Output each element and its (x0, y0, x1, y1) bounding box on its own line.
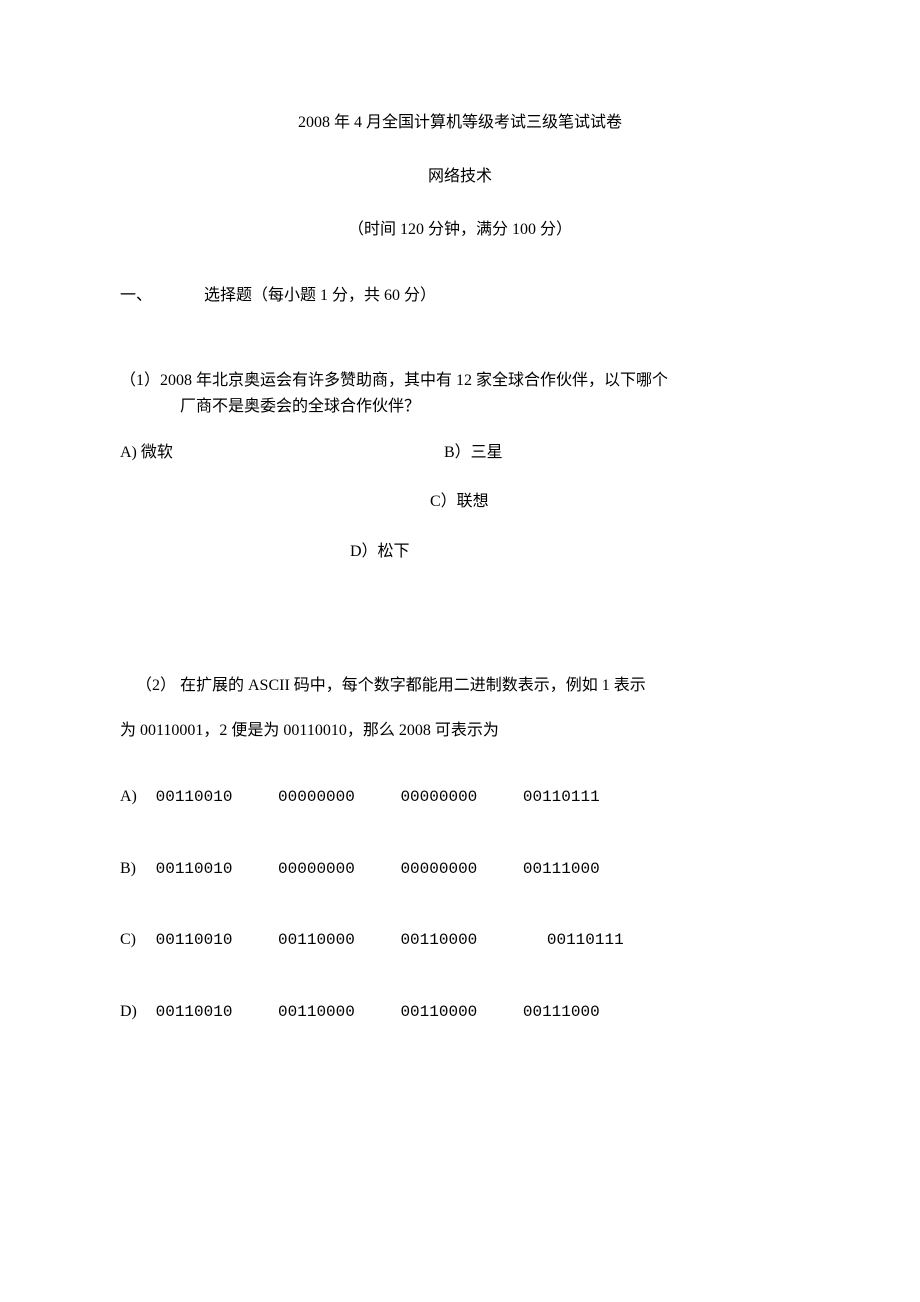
q2-d-g3: 00110000 (400, 1000, 477, 1026)
q2-a-g3: 00000000 (400, 785, 477, 811)
time-info: （时间 120 分钟，满分 100 分） (120, 217, 800, 243)
q2-b-g3: 00000000 (400, 857, 477, 883)
q1-option-b: B）三星 (444, 444, 503, 461)
q2-b-g4: 00111000 (523, 857, 600, 883)
question-1-text: （1）2008 年北京奥运会有许多赞助商，其中有 12 家全球合作伙伴，以下哪个… (120, 368, 800, 419)
q2-a-label: A) (120, 784, 146, 810)
q2-a-g4: 00110111 (523, 785, 600, 811)
q2-option-b: B) 00110010 00000000 00000000 00111000 (120, 856, 800, 883)
q1-option-a: A) 微软 (120, 440, 440, 466)
q2-c-g1: 00110010 (156, 928, 233, 954)
section-label: 选择题（每小题 1 分，共 60 分） (204, 287, 436, 304)
q2-c-g2: 00110000 (278, 928, 355, 954)
q2-line1: （2） 在扩展的 ASCII 码中，每个数字都能用二进制数表示，例如 1 表示 (120, 664, 800, 709)
q2-d-g2: 00110000 (278, 1000, 355, 1026)
q1-option-d: D）松下 (120, 539, 800, 565)
q1-options-row1: A) 微软 B）三星 (120, 440, 800, 466)
q1-line2: 厂商不是奥委会的全球合作伙伴？ (120, 394, 800, 420)
q2-d-label: D) (120, 999, 146, 1025)
q2-d-g4: 00111000 (523, 1000, 600, 1026)
question-2-text: （2） 在扩展的 ASCII 码中，每个数字都能用二进制数表示，例如 1 表示 … (120, 664, 800, 754)
q2-a-g2: 00000000 (278, 785, 355, 811)
exam-title: 2008 年 4 月全国计算机等级考试三级笔试试卷 (120, 110, 800, 136)
q2-c-g3: 00110000 (400, 928, 477, 954)
exam-subtitle: 网络技术 (120, 164, 800, 190)
q2-line2: 为 00110001，2 便是为 00110010，那么 2008 可表示为 (120, 709, 800, 754)
section-header: 一、 选择题（每小题 1 分，共 60 分） (120, 283, 800, 309)
q2-option-a: A) 00110010 00000000 00000000 00110111 (120, 784, 800, 811)
q1-line1: （1）2008 年北京奥运会有许多赞助商，其中有 12 家全球合作伙伴，以下哪个 (120, 368, 800, 394)
q2-c-label: C) (120, 927, 146, 953)
q2-d-g1: 00110010 (156, 1000, 233, 1026)
question-1: （1）2008 年北京奥运会有许多赞助商，其中有 12 家全球合作伙伴，以下哪个… (120, 368, 800, 564)
q1-option-c: C）联想 (120, 489, 800, 515)
q2-b-label: B) (120, 856, 146, 882)
q2-b-g2: 00000000 (278, 857, 355, 883)
q2-option-d: D) 00110010 00110000 00110000 00111000 (120, 999, 800, 1026)
q2-a-g1: 00110010 (156, 785, 233, 811)
q2-option-c: C) 00110010 00110000 00110000 00110111 (120, 927, 800, 954)
q2-c-g4: 00110111 (547, 928, 624, 954)
q2-b-g1: 00110010 (156, 857, 233, 883)
question-2: （2） 在扩展的 ASCII 码中，每个数字都能用二进制数表示，例如 1 表示 … (120, 664, 800, 1025)
section-number: 一、 (120, 283, 200, 309)
